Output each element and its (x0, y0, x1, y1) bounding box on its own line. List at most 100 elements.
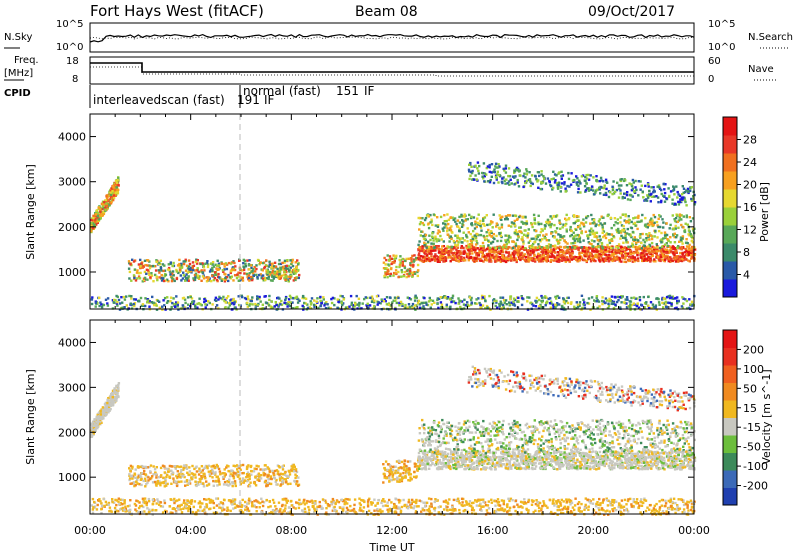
power-echo-cell (598, 224, 601, 227)
power-echo-cell (483, 249, 486, 252)
power-echo-cell (139, 271, 142, 275)
power-echo-cell (575, 181, 578, 184)
power-echo-cell (596, 306, 599, 310)
power-echo-cell (620, 224, 624, 227)
power-echo-cell (533, 254, 536, 257)
power-echo-cell (599, 176, 603, 180)
power-echo-cell (575, 183, 579, 186)
power-echo-cell (223, 268, 226, 271)
power-echo-cell (350, 303, 353, 306)
power-echo-cell (154, 273, 157, 277)
power-echo-cell (545, 260, 549, 263)
power-echo-cell (479, 224, 482, 228)
power-echo-cell (494, 174, 498, 177)
power-echo-cell (207, 276, 210, 279)
power-echo-cell (176, 301, 180, 304)
power-echo-cell (443, 214, 446, 217)
power-echo-cell (225, 296, 228, 300)
power-echo-cell (282, 274, 285, 277)
power-echo-cell (92, 216, 95, 220)
power-echo-cell (462, 220, 465, 223)
power-echo-cell (512, 252, 515, 256)
power-echo-cell (558, 260, 561, 263)
velocity-echo-cell (99, 417, 102, 420)
power-echo-cell (418, 222, 422, 226)
power-echo-cell (117, 298, 121, 302)
power-echo-cell (504, 182, 507, 185)
power-echo-cell (545, 233, 548, 236)
power-echo-cell (458, 229, 461, 232)
power-echo-cell (539, 303, 542, 307)
power-echo-cell (483, 172, 487, 175)
power-echo-cell (557, 181, 561, 184)
power-echo-cell (631, 195, 634, 198)
velocity-echo-cell (115, 399, 118, 402)
power-echo-cell (599, 254, 602, 258)
power-colorbar-tick-label: 8 (743, 246, 750, 259)
power-echo-cell (254, 302, 257, 306)
power-echo-cell (528, 296, 531, 299)
power-echo-cell (648, 238, 651, 241)
power-echo-cell (527, 249, 530, 252)
power-echo-cell (284, 265, 287, 268)
power-echo-cell (580, 175, 584, 178)
power-echo-cell (466, 227, 469, 230)
power-echo-cell (620, 296, 623, 299)
power-echo-cell (690, 186, 693, 189)
power-echo-cell (598, 235, 601, 238)
power-echo-cell (569, 302, 573, 305)
power-echo-cell (326, 303, 329, 306)
power-echo-cell (595, 256, 599, 259)
power-echo-cell (672, 252, 675, 255)
power-echo-cell (113, 188, 117, 192)
power-echo-cell (406, 272, 409, 276)
power-echo-cell (617, 246, 620, 250)
power-echo-cell (485, 238, 488, 241)
power-echo-cell (414, 308, 417, 311)
power-echo-cell (491, 221, 494, 224)
power-echo-cell (489, 220, 493, 223)
power-echo-cell (564, 217, 567, 220)
power-echo-cell (555, 238, 559, 241)
power-echo-cell (263, 267, 266, 270)
power-echo-cell (574, 234, 577, 237)
power-echo-cell (471, 235, 474, 239)
power-echo-cell (604, 253, 607, 256)
power-echo-cell (601, 231, 604, 234)
power-echo-cell (595, 296, 598, 299)
power-echo-cell (171, 272, 174, 275)
power-echo-cell (96, 302, 99, 305)
power-echo-cell (166, 300, 170, 303)
power-echo-cell (551, 303, 555, 306)
power-echo-cell (268, 294, 271, 298)
power-echo-cell (662, 248, 665, 251)
power-echo-cell (687, 259, 690, 262)
power-echo-cell (467, 231, 470, 234)
power-echo-cell (440, 306, 443, 309)
power-echo-cell (264, 301, 268, 304)
power-echo-cell (266, 268, 269, 271)
power-echo-cell (617, 231, 620, 234)
power-echo-cell (288, 294, 292, 298)
power-echo-cell (466, 218, 469, 221)
power-echo-cell (514, 250, 518, 254)
power-echo-cell (283, 270, 286, 274)
power-echo-cell (465, 255, 469, 258)
power-echo-cell (564, 187, 567, 190)
power-echo-cell (397, 275, 400, 279)
power-echo-cell (638, 247, 641, 251)
power-echo-cell (614, 190, 617, 193)
power-echo-cell (119, 306, 123, 310)
power-echo-cell (682, 215, 685, 218)
power-echo-cell (473, 178, 476, 181)
power-echo-cell (161, 308, 164, 311)
power-echo-cell (433, 255, 436, 258)
power-echo-cell (607, 302, 610, 305)
power-echo-cell (537, 243, 540, 246)
power-echo-cell (178, 270, 181, 273)
power-echo-cell (431, 223, 434, 227)
power-echo-cell (664, 300, 667, 304)
power-echo-cell (663, 191, 667, 195)
power-echo-cell (449, 305, 452, 308)
power-echo-cell (100, 303, 103, 306)
